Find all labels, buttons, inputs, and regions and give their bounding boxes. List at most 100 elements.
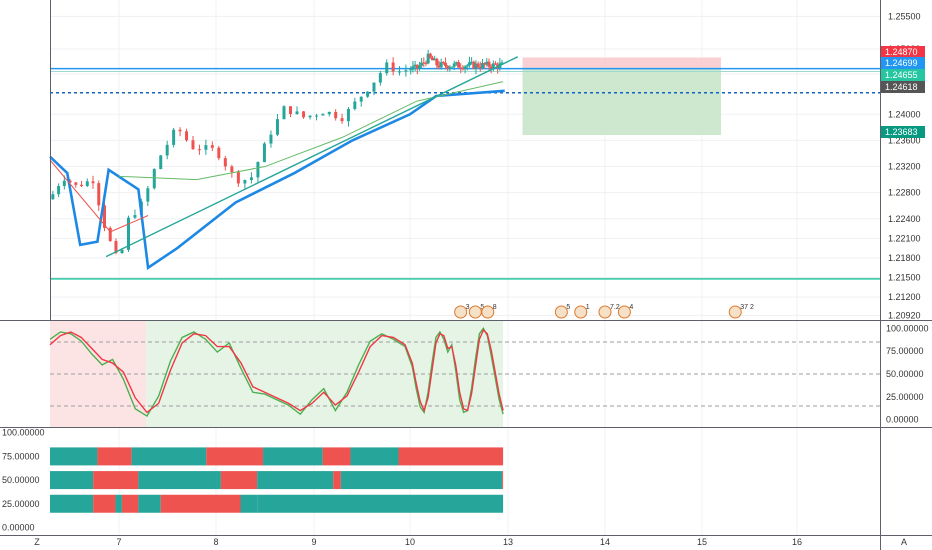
trend-strip-segment [97,447,132,466]
candle-body [120,249,124,254]
stochastic-tick-label: 100.00000 [886,323,929,333]
event-flag-icon[interactable] [481,305,495,319]
event-flag-icon[interactable] [617,305,631,319]
price-label-badge [881,46,925,58]
candle-body [485,61,489,65]
stochastic-tick-label: 75.00000 [886,346,924,356]
candle-body [295,111,299,114]
candle-body [346,108,350,122]
trend-strip-segment [93,494,116,513]
candle-body [243,180,247,184]
trend-strip-segment [350,447,399,466]
candle-body [334,111,338,119]
candle-body [446,65,450,69]
candle-body [391,62,395,72]
candle-body [340,118,344,122]
candle-body [413,64,417,67]
candle-body [461,68,465,70]
strip-tick-label: 25.00000 [2,499,40,509]
price-tick-label: 1.25500 [888,11,921,21]
candle-body [437,65,441,68]
event-flag-count: 3 [466,304,470,311]
candle-body [493,63,497,65]
price-label-badge [881,126,925,138]
candle-body [185,131,189,141]
candle-body [480,63,484,68]
price-tick-label: 1.23200 [888,162,921,172]
trend-strip-segment [131,447,207,466]
trend-strip-segment [257,494,504,513]
price-pane[interactable]: 3 5 8 5 1 7.2 4 37 2 [49,49,880,319]
candle-body [191,140,195,150]
candle-body [249,177,253,181]
stochastic-tick-label: 25.00000 [886,392,924,402]
candle-body [85,181,89,187]
trend-strip-pane[interactable] [50,447,504,513]
candle-body [366,91,370,97]
event-flag-icon[interactable] [728,305,742,319]
candle-body [404,70,408,72]
candle-body [146,188,150,202]
stochastic-d-line [49,328,504,414]
price-label-badge [881,69,925,81]
candle-body [465,65,469,67]
stochastic-tick-label: 50.00000 [886,369,924,379]
candle-body [159,155,163,170]
candle-body [444,62,448,66]
candle-body [441,62,445,64]
candle-body [114,240,118,254]
price-tick-label: 1.22800 [888,188,921,198]
candle-body [422,62,426,64]
candle-body [133,215,137,218]
candle-body [108,227,112,241]
trend-strip-segment [398,447,504,466]
price-label-value: 1.24618 [885,82,918,92]
candle-body [178,129,182,132]
candle-body [487,61,491,67]
price-tick-label: 1.21500 [888,273,921,283]
trend-strip-segment [322,447,351,466]
price-tick-label: 1.22100 [888,233,921,243]
take-profit-zone [522,68,721,135]
candle-body [102,205,106,228]
event-flag-icon[interactable] [554,305,568,319]
candle-body [470,61,474,63]
candle-body [385,62,389,74]
candle-body [197,149,201,151]
candle-body [217,147,221,159]
price-label-badge [881,81,925,93]
time-axis-label: 10 [405,537,415,547]
trend-strip-segment [340,471,503,490]
candle-body [428,53,432,58]
trend-strip-segment [121,494,139,513]
candle-body [489,66,493,69]
candle-body [230,166,234,173]
stochastic-tick-label: 0.00000 [886,415,919,425]
trend-strip-segment [93,471,139,490]
candle-body [165,144,169,156]
price-tick-label: 1.22400 [888,214,921,224]
candle-body [282,106,286,120]
stochastic-pane[interactable] [49,321,880,427]
event-flag-icon[interactable] [598,305,612,319]
price-tick-label: 1.21800 [888,253,921,263]
time-axis-label: 9 [311,537,316,547]
price-label-value: 1.24699 [885,58,918,68]
event-flag-count: 37 2 [740,304,754,311]
candle-body [91,181,95,184]
candle-body [398,71,402,73]
time-axis-label: 16 [792,537,802,547]
event-flag-icon[interactable] [454,305,468,319]
candle-body [472,61,476,69]
candle-body [126,217,130,250]
candle-body [275,119,279,135]
candle-body [500,62,504,64]
candle-body [74,182,78,185]
event-flag-count: 4 [629,304,633,311]
time-axis-label: A [901,537,907,547]
candle-body [433,58,437,61]
event-flag-icon[interactable] [574,305,588,319]
candle-body [478,67,482,69]
